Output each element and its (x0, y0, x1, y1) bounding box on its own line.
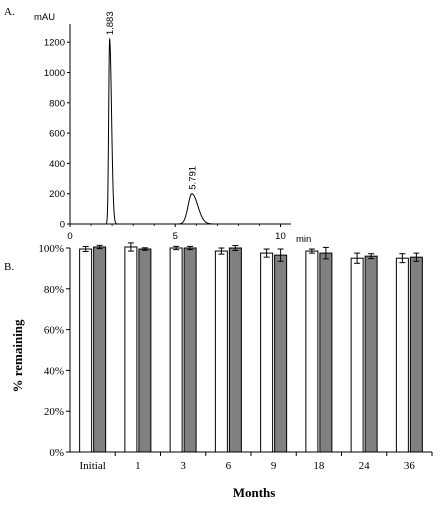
panel-a-label: A. (4, 6, 15, 18)
chart-a-y-tick-label: 400 (49, 159, 65, 170)
stability-bar-chart: 0%20%40%60%80%100%Initial 1 3 6 9 18 24 36 (38, 242, 433, 472)
chart-b-x-tick-label: 9 (271, 460, 277, 472)
chart-a-x-tick-label: 10 (275, 231, 286, 242)
chart-b-x-tick-label: 18 (313, 460, 325, 472)
bar (350, 257, 364, 453)
chart-a-xlabel: min (296, 234, 311, 245)
chart-b-x-tick-label: 36 (404, 460, 416, 472)
chart-b-x-tick-label: 3 (180, 460, 186, 472)
chart-a-ylabel: mAU (34, 12, 55, 23)
bar (364, 255, 378, 453)
bar (409, 256, 423, 453)
chart-b-y-tick-label: 0% (49, 447, 64, 459)
chart-a-y-tick-label: 200 (49, 189, 65, 200)
bar (260, 252, 274, 453)
chart-b-x-tick-label: Initial (79, 460, 105, 472)
bar (124, 246, 138, 453)
chart-b-y-tick-label: 40% (44, 365, 64, 377)
peak-label: 1.883 (105, 11, 116, 35)
panel-b-label: B. (4, 261, 14, 273)
chart-b-xlabel: Months (233, 485, 276, 500)
chart-a-x-tick-label: 0 (67, 231, 72, 242)
chart-a-y-tick-label: 0 (60, 220, 65, 231)
chart-b-x-tick-label: 1 (135, 460, 141, 472)
chart-b-y-tick-label: 100% (38, 243, 64, 255)
bar (319, 252, 333, 453)
chart-a-y-tick-label: 1000 (44, 68, 65, 79)
bar (169, 247, 183, 453)
bar (183, 247, 197, 453)
bar (93, 246, 107, 453)
bar (138, 248, 152, 453)
chart-a-y-tick-label: 1200 (44, 38, 65, 49)
chart-b-y-tick-label: 60% (44, 325, 64, 337)
bar (214, 250, 228, 453)
bar (274, 254, 288, 453)
chromatogram-chart: 0 200 400 600 800 1000 1200 0 5 10 1.883 5.791 (44, 11, 291, 242)
bar (79, 248, 93, 453)
chart-b-y-tick-label: 80% (44, 284, 64, 296)
chart-a-y-tick-label: 600 (49, 129, 65, 140)
peak-label: 5.791 (187, 166, 198, 190)
chart-a-x-tick-label: 5 (173, 231, 178, 242)
bar (228, 247, 242, 453)
chart-b-y-tick-label: 20% (44, 406, 64, 418)
bar (305, 250, 319, 453)
chart-b-x-tick-label: 24 (359, 460, 371, 472)
chart-b-ylabel: % remaining (10, 319, 25, 393)
bar (395, 257, 409, 453)
chromatogram-trace (98, 37, 287, 225)
chart-b-x-tick-label: 6 (226, 460, 232, 472)
chart-a-y-tick-label: 800 (49, 98, 65, 109)
